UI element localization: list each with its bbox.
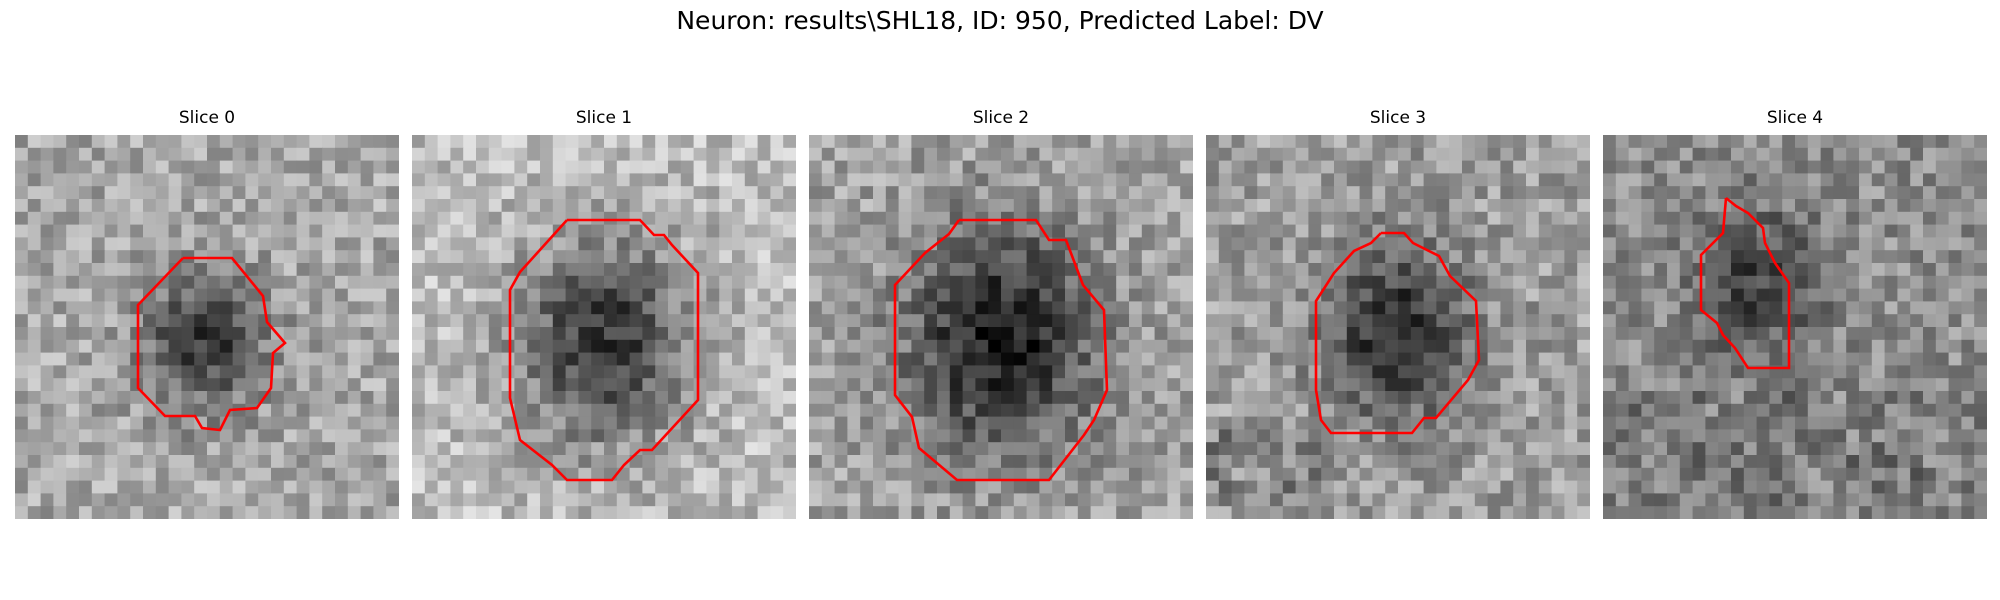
slice-image [412,135,796,519]
roi-contour [508,218,700,482]
roi-contour [136,256,287,432]
slice-title: Slice 0 [178,108,236,128]
image-pixels [809,135,1193,519]
roi-contour [1699,196,1791,370]
slice-title: Slice 1 [575,108,633,128]
slice-title: Slice 2 [972,108,1030,128]
image-pixels [15,135,399,519]
roi-contour [1314,231,1481,435]
image-pixels [412,135,796,519]
slice-image [1603,135,1987,519]
roi-contour [893,218,1109,482]
image-pixels [1603,135,1987,519]
image-pixels [1206,135,1590,519]
slice-image [1206,135,1590,519]
slice-title: Slice 4 [1766,108,1824,128]
slice-image [809,135,1193,519]
slice-title: Slice 3 [1369,108,1427,128]
figure-title: Neuron: results\SHL18, ID: 950, Predicte… [676,6,1324,35]
slice-image [15,135,399,519]
